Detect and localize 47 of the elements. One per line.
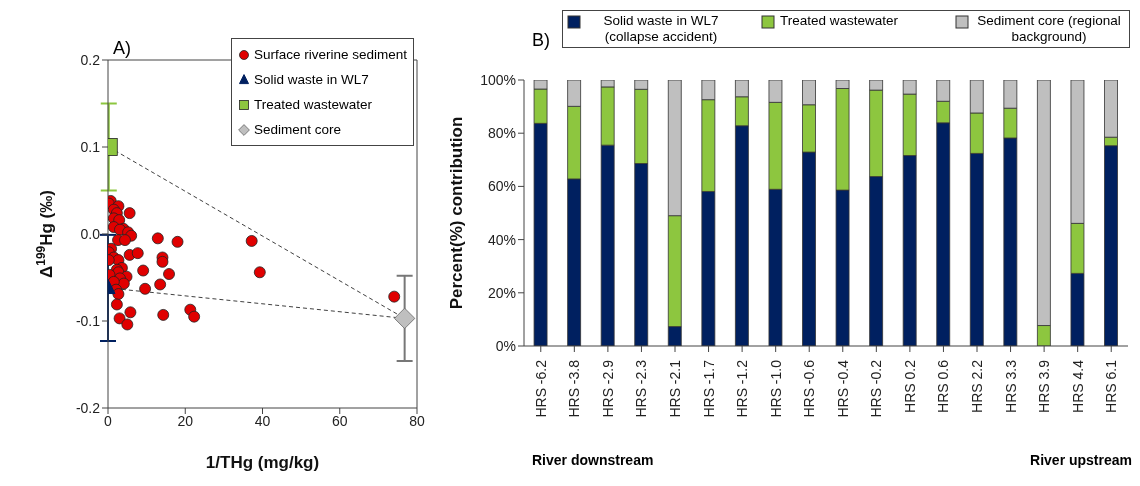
x-tick-label: HRS -1.0 [767,359,784,418]
legend-label: Sediment core (regional background) [977,13,1121,44]
y-axis-title: Percent(%) contribution [447,116,466,310]
x-axis-title: 1/THg (mg/kg) [205,453,320,472]
x-tick-label: HRS 4.4 [1069,359,1086,413]
y-tick-label: 0.1 [80,138,101,155]
x-tick-label: HRS 6.1 [1103,359,1120,413]
x-tick-label: HRS -0.6 [801,359,818,418]
x-tick-label: 0 [104,412,113,429]
y-tick-label: 20% [487,284,516,301]
y-tick-label: 100% [480,71,516,88]
y-tick-label: -0.1 [75,312,101,329]
x-tick-label: HRS -2.9 [599,359,616,418]
legend-label: Treated wastewater [253,96,372,114]
y-tick-label: -0.2 [75,399,101,416]
x-tick-label: 60 [331,412,348,429]
y-tick-label: 0.0 [80,225,101,242]
x-tick-label: HRS -2.1 [667,359,683,418]
legend-label: Surface riverine sediment [253,46,407,64]
text: River upstream [1030,452,1132,468]
x-tick-label: HRS -3.8 [566,359,583,418]
legend-label: Treated wastewater [780,13,899,28]
text: B) [532,30,550,50]
text: A) [113,38,131,58]
legend-label: Sediment core [253,121,341,139]
x-tick-label: 40 [254,412,271,429]
y-tick-label: 60% [487,178,516,195]
y-tick-label: 80% [487,125,516,142]
y-tick-label: 40% [487,231,516,248]
x-tick-label: HRS -1.7 [700,359,717,418]
x-tick-label: HRS 3.3 [1002,359,1019,413]
legend-label: Solid waste in WL7 (collapse accident) [603,13,719,44]
x-tick-label: HRS 0.2 [901,359,918,413]
x-tick-label: HRS -2.3 [633,359,650,418]
x-tick-label: 20 [177,412,194,429]
x-tick-label: 80 [409,412,425,429]
x-tick-label: HRS 0.6 [935,359,952,413]
text: River downstream [532,452,654,468]
legend-label: Solid waste in WL7 [253,71,369,89]
x-tick-label: HRS -0.4 [834,359,851,418]
x-tick-label: HRS 3.9 [1036,359,1053,413]
y-tick-label: 0.2 [80,51,101,68]
x-tick-label: HRS -6.2 [532,359,549,418]
x-tick-label: HRS 2.2 [969,359,985,413]
y-tick-label: 0% [495,337,516,354]
x-tick-label: HRS -1.2 [734,359,751,418]
x-tick-label: HRS -0.2 [868,359,885,418]
